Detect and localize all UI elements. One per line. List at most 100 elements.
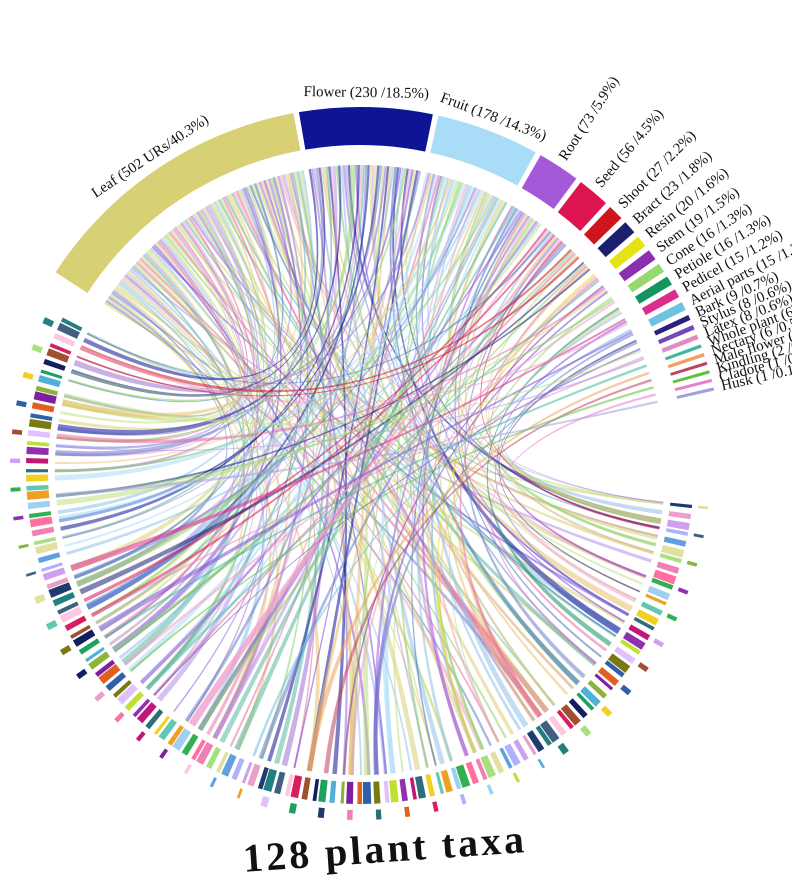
- taxon-outer-mark: [512, 772, 520, 783]
- taxon-arc: [415, 775, 427, 799]
- ribbon: [56, 287, 606, 444]
- taxon-arc: [26, 441, 50, 447]
- taxon-arc: [112, 679, 132, 698]
- taxon-outer-mark: [637, 662, 649, 673]
- taxon-outer-mark: [11, 429, 23, 436]
- taxon-arc: [560, 704, 581, 726]
- taxon-arc: [301, 777, 311, 800]
- taxon-arc: [116, 683, 138, 705]
- ribbon: [86, 230, 552, 384]
- ribbon: [119, 279, 413, 772]
- ribbon: [58, 186, 475, 523]
- taxon-arc: [43, 358, 66, 371]
- taxon-arc: [284, 774, 294, 797]
- part-arc-aerial-parts: [648, 302, 686, 327]
- part-arc-pedicel: [641, 289, 680, 316]
- ribbon: [75, 182, 464, 587]
- taxon-outer-mark: [375, 809, 382, 820]
- ribbon: [260, 180, 355, 776]
- taxon-arc: [614, 646, 636, 664]
- ribbon: [139, 210, 522, 685]
- taxon-arc: [620, 639, 641, 655]
- taxon-arc: [513, 739, 529, 761]
- plant-part-arc-layer: [55, 107, 715, 399]
- taxon-arc: [30, 413, 53, 421]
- taxon-arc: [373, 781, 381, 804]
- taxon-outer-mark: [94, 691, 106, 702]
- part-arc-bract: [597, 222, 635, 258]
- taxon-arc: [132, 698, 151, 718]
- taxon-arc: [640, 601, 663, 616]
- ribbon: [79, 322, 629, 405]
- ribbon: [237, 189, 647, 579]
- ribbon: [85, 166, 395, 610]
- taxon-arc: [526, 730, 545, 753]
- taxon-arc: [604, 660, 625, 678]
- part-arc-kindling: [672, 370, 710, 384]
- part-arc-male-flower: [670, 361, 708, 376]
- taxon-arc: [31, 402, 55, 413]
- taxon-arc: [40, 369, 63, 380]
- ribbon: [139, 174, 438, 685]
- taxon-arc: [216, 751, 229, 773]
- taxon-arc: [26, 469, 49, 473]
- ribbon: [86, 164, 370, 610]
- taxon-arc: [42, 567, 66, 581]
- taxon-arc: [628, 624, 651, 641]
- taxon-arc: [196, 741, 214, 765]
- taxon-arc: [247, 763, 261, 787]
- taxon-arc: [580, 686, 601, 707]
- taxon-arc: [587, 679, 608, 699]
- taxon-outer-mark: [31, 343, 43, 354]
- ribbon: [85, 170, 314, 610]
- taxon-arc: [475, 758, 488, 781]
- taxon-arc: [46, 577, 69, 590]
- taxon-outer-mark: [10, 458, 21, 464]
- taxon-arc: [318, 779, 328, 803]
- taxon-outer-mark: [45, 619, 58, 631]
- ribbon: [306, 371, 650, 772]
- taxon-arc: [576, 692, 595, 711]
- ribbon: [79, 248, 573, 393]
- taxon-arc: [465, 761, 480, 785]
- ribbon: [56, 288, 607, 506]
- taxon-arc: [167, 725, 184, 746]
- taxon-arc: [340, 781, 345, 804]
- taxon-arc: [35, 542, 59, 555]
- taxon-arc: [622, 631, 646, 650]
- part-arc-shoot: [584, 206, 622, 245]
- ribbon: [487, 266, 655, 555]
- taxon-arc: [329, 780, 337, 804]
- taxon-outer-mark: [183, 763, 192, 775]
- ribbon: [328, 166, 348, 775]
- taxon-arc: [26, 484, 49, 491]
- taxon-outer-mark: [260, 795, 270, 808]
- ribbon: [76, 256, 580, 397]
- taxon-arc: [607, 653, 631, 673]
- taxon-arc: [409, 777, 418, 800]
- taxon-arc: [26, 446, 49, 456]
- taxon-arc: [64, 615, 87, 631]
- ribbon: [490, 393, 656, 665]
- part-arc-resin: [608, 236, 646, 270]
- taxon-outer-mark: [557, 742, 569, 755]
- part-arc-nectary: [667, 353, 705, 369]
- taxon-outer-mark: [288, 802, 297, 814]
- taxon-arc: [158, 718, 177, 741]
- ribbon: [342, 285, 605, 775]
- taxon-arc: [49, 343, 72, 355]
- ribbon: [63, 349, 642, 426]
- part-arc-cone: [627, 263, 665, 293]
- part-arc-husk: [676, 387, 715, 399]
- taxon-arc: [98, 663, 121, 685]
- taxon-outer-mark: [10, 487, 21, 492]
- taxon-arc: [154, 715, 170, 735]
- taxon-arc: [37, 374, 61, 388]
- taxon-arc: [290, 775, 303, 799]
- taxon-arc: [191, 739, 206, 761]
- ribbon: [380, 172, 429, 774]
- taxon-arc: [26, 457, 49, 464]
- ribbon: [146, 279, 600, 691]
- taxon-arc: [52, 591, 76, 607]
- taxon-outer-mark: [677, 587, 689, 595]
